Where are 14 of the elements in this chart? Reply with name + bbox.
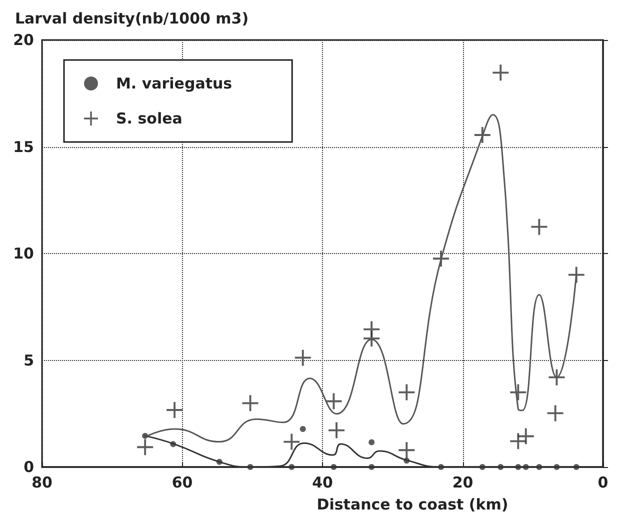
legend-label: M. variegatus — [116, 74, 232, 92]
y-tick-label: 10 — [13, 244, 34, 262]
x-tick-label: 40 — [312, 474, 333, 492]
y-tick-label: 15 — [13, 138, 34, 156]
x-tick-label: 20 — [452, 474, 474, 492]
y-tick-label: 0 — [24, 458, 34, 476]
x-tick-label: 80 — [32, 474, 52, 492]
y-tick-label: 5 — [24, 351, 34, 370]
x-tick-label: 0 — [598, 474, 608, 492]
legend-label: S. solea — [116, 110, 182, 128]
x-tick-label: 60 — [172, 474, 193, 492]
y-axis-title: Larval density(nb/1000 m3) — [15, 10, 249, 28]
y-tick-label: 20 — [13, 31, 34, 49]
x-axis-title: Distance to coast (km) — [316, 496, 508, 514]
